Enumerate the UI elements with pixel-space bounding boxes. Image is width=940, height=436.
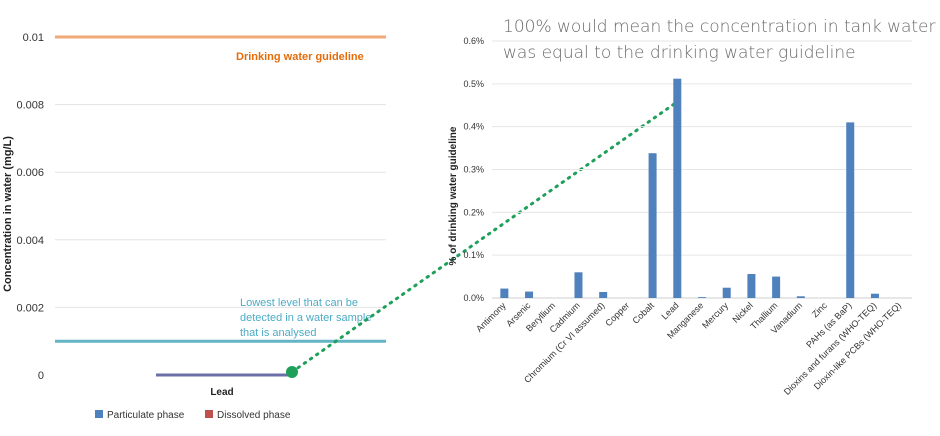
bar-cobalt [648, 153, 657, 298]
legend-label-dissolved: Dissolved phase [217, 410, 291, 421]
right-category-label: Antimony [474, 300, 508, 334]
legend-swatch-dissolved [205, 410, 213, 418]
right-y-tick-label: 0.1% [463, 250, 484, 260]
chart-caption: 100% would mean the concentration in tan… [503, 14, 936, 66]
right-chart: 0.0% 0.1% 0.2% 0.3% 0.4% 0.5% 0.6% % of drinki… [448, 36, 912, 397]
right-category-label: Cobalt [631, 300, 657, 326]
left-y-tick-label: 0 [38, 370, 44, 382]
detection-limit-label-line2: detected in a water sample [240, 312, 371, 324]
right-category-label: Zinc [810, 300, 829, 319]
right-y-tick-labels: 0.0% 0.1% 0.2% 0.3% 0.4% 0.5% 0.6% [463, 36, 484, 303]
bar-dioxins-and-furans-who-teq- [870, 293, 879, 298]
right-bars [500, 78, 879, 299]
right-category-label: Copper [603, 300, 631, 328]
left-y-tick-label: 0.008 [16, 100, 44, 112]
detection-limit-label-line3: that is analysed [240, 327, 316, 339]
bar-pahs-as-bap- [846, 122, 855, 298]
detection-limit-label-line1: Lowest level that can be [240, 297, 358, 309]
connector-marker [286, 366, 298, 378]
guideline-label: Drinking water guideline [236, 51, 364, 63]
left-gridlines [55, 36, 386, 308]
right-category-label: Mercury [700, 300, 730, 330]
left-y-tick-label: 0.002 [16, 302, 44, 314]
left-y-tick-label: 0.004 [16, 235, 44, 247]
legend-label-particulate: Particulate phase [107, 410, 185, 421]
right-y-tick-label: 0.5% [463, 79, 484, 89]
right-y-tick-label: 0.2% [463, 207, 484, 217]
left-y-tick-label: 0.01 [23, 32, 44, 44]
right-category-label: Lead [659, 300, 680, 321]
left-y-tick-label: 0.006 [16, 167, 44, 179]
connector-dotted-line [290, 100, 679, 374]
bar-arsenic [525, 291, 534, 298]
left-y-tick-labels: 0 0.002 0.004 0.006 0.008 0.01 [16, 32, 44, 382]
bar-manganese [698, 297, 706, 298]
bar-lead [673, 78, 682, 299]
right-y-tick-label: 0.6% [463, 36, 484, 46]
left-chart: 0 0.002 0.004 0.006 0.008 0.01 Concentration … [2, 32, 386, 421]
left-y-axis-label: Concentration in water (mg/L) [2, 136, 14, 292]
right-y-axis-label: % of drinking water guideline [448, 126, 459, 265]
bar-antimony [500, 288, 509, 298]
bar-mercury [722, 287, 731, 298]
caption-line-2: was equal to the drinking water guidelin… [503, 43, 856, 63]
left-category-label: Lead [210, 387, 233, 398]
legend-swatch-particulate [95, 410, 103, 418]
right-category-labels: AntimonyArsenicBerylliumCadmiumChromium … [474, 300, 903, 397]
right-y-tick-label: 0.3% [463, 165, 484, 175]
right-y-tick-label: 0.4% [463, 122, 484, 132]
right-y-tick-label: 0.0% [463, 293, 484, 303]
bar-chromium-cr-vi-assumed- [599, 292, 608, 298]
caption-line-1: 100% would mean the concentration in tan… [503, 17, 936, 37]
bar-nickel [747, 274, 756, 298]
bar-vanadium [796, 296, 805, 298]
bar-thallium [772, 276, 781, 298]
bar-cadmium [574, 272, 583, 298]
